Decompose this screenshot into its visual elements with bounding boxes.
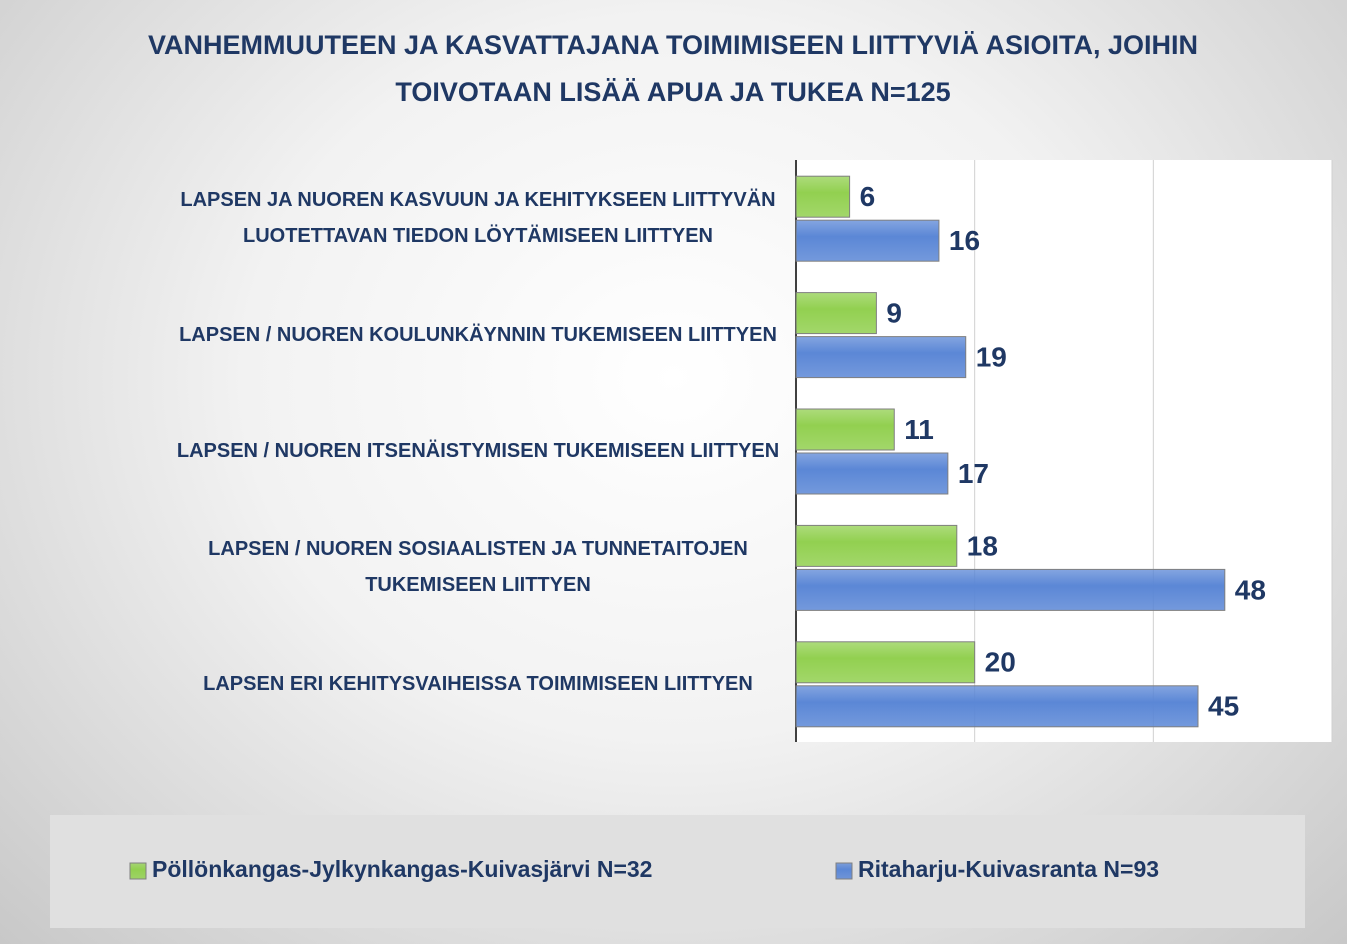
- bar: [795, 292, 877, 335]
- bar: [795, 568, 1226, 611]
- bar: [795, 641, 976, 684]
- value-label: 19: [976, 341, 1007, 372]
- value-label: 16: [949, 225, 980, 256]
- y-tick-label: LAPSEN / NUOREN KOULUNKÄYNNIN TUKEMISEEN…: [179, 323, 777, 346]
- y-tick-label: LAPSEN / NUOREN ITSENÄISTYMISEN TUKEMISE…: [176, 440, 780, 462]
- bar: [795, 219, 940, 262]
- value-label: 17: [958, 458, 989, 489]
- value-label: 48: [1235, 574, 1266, 605]
- bar: [795, 524, 958, 567]
- legend-swatch: [835, 862, 853, 880]
- value-label: 20: [985, 647, 1016, 678]
- chart-title: VANHEMMUUTEEN JA KASVATTAJANA TOIMIMISEE…: [147, 30, 1199, 107]
- bar: [795, 175, 851, 218]
- value-label: 6: [860, 181, 876, 212]
- bar: [795, 408, 895, 451]
- bar: [795, 336, 967, 379]
- value-label: 11: [904, 414, 934, 445]
- bar: [795, 685, 1199, 728]
- y-tick-label: LAPSEN / NUOREN SOSIAALISTEN JA TUNNETAI…: [208, 538, 748, 597]
- value-label: 9: [886, 297, 902, 328]
- legend-label: Pöllönkangas-Jylkynkangas-Kuivasjärvi N=…: [152, 856, 652, 882]
- legend-box: [50, 815, 1305, 928]
- legend-label: Ritaharju-Kuivasranta N=93: [858, 856, 1159, 882]
- y-tick-label: LAPSEN ERI KEHITYSVAIHEISSA TOIMIMISEEN …: [203, 672, 753, 695]
- value-label: 45: [1208, 691, 1239, 722]
- legend-swatch: [129, 862, 147, 880]
- bar: [795, 452, 949, 495]
- y-tick-label: LAPSEN JA NUOREN KASVUUN JA KEHITYKSEEN …: [180, 189, 776, 248]
- value-label: 18: [967, 530, 998, 561]
